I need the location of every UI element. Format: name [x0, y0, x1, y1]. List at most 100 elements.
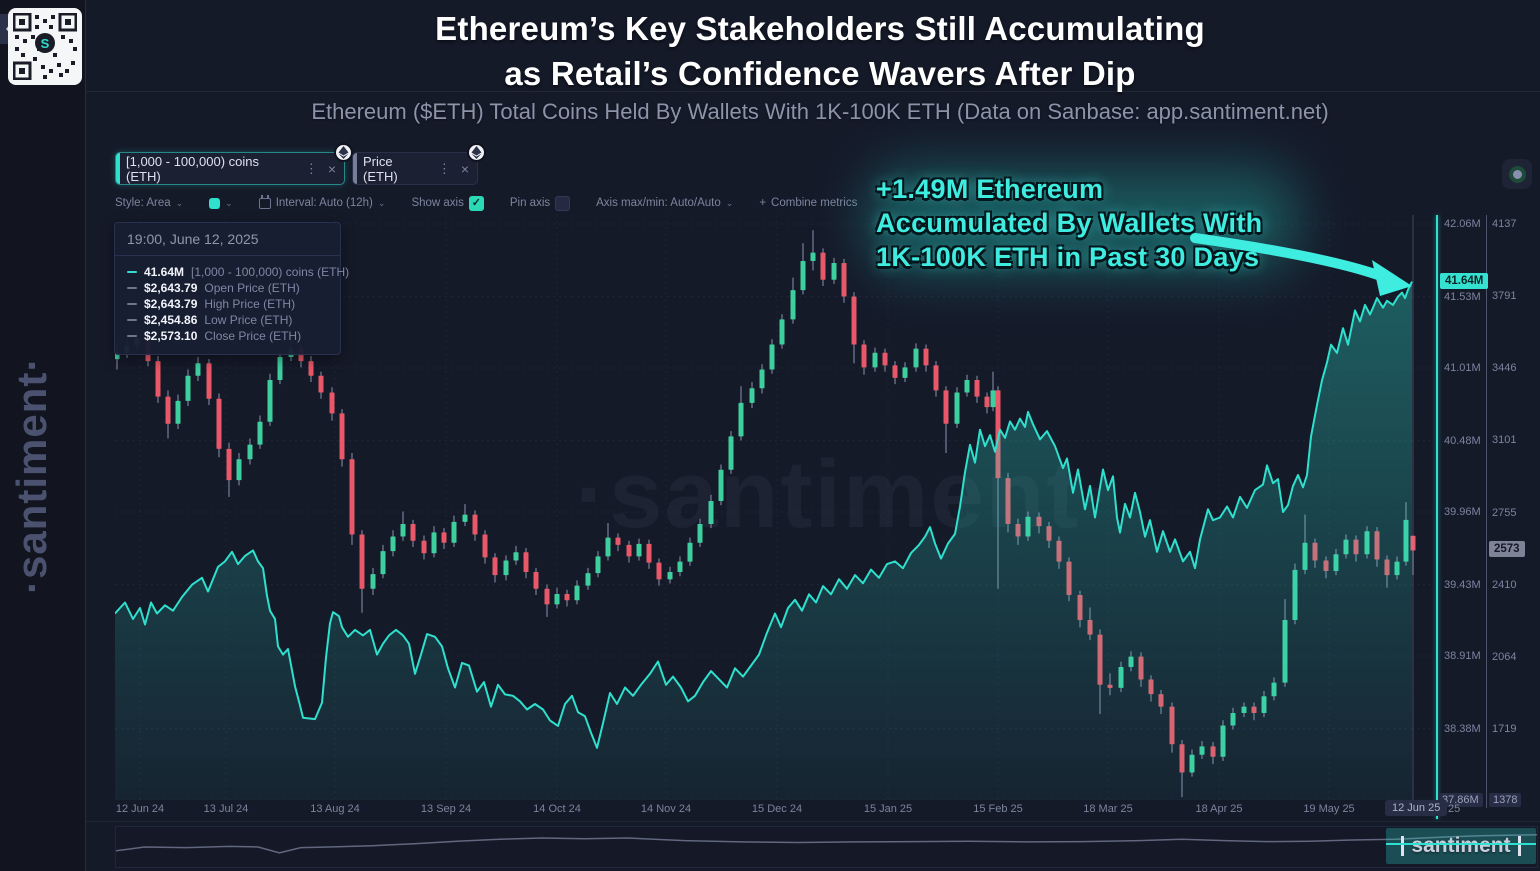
x-axis-tick-label: 12 Jun 24	[115, 803, 165, 815]
candle-body	[872, 352, 878, 368]
candle-body	[441, 532, 447, 543]
x-axis: 12 Jun 24 13 Jul 24 13 Aug 24 13 Sep 24 14 O…	[115, 800, 1460, 819]
axis-tick-label: 2755	[1492, 506, 1517, 519]
x-axis-partial-label: 25	[1448, 803, 1461, 815]
axis-tick-label: 3446	[1492, 362, 1517, 375]
navigator-highlight-line	[1386, 843, 1536, 845]
axis-tick-label: 41.53M	[1444, 290, 1481, 303]
plus-icon: +	[759, 197, 767, 209]
annotation-line: 1K-100K ETH in Past 30 Days	[876, 242, 1260, 272]
tooltip-timestamp: 19:00, June 12, 2025	[115, 223, 340, 256]
tab-accent-bar	[116, 153, 120, 184]
chart-tooltip: 19:00, June 12, 2025 41.64M [1,000 - 100,…	[114, 222, 349, 355]
combine-metrics-button[interactable]: + Combine metrics	[759, 197, 857, 209]
tooltip-value: $2,573.10	[144, 329, 198, 343]
candle-body	[861, 344, 867, 368]
header-divider	[86, 91, 1540, 92]
candle-body	[595, 556, 601, 574]
santiment-vertical-watermark: ·santiment·	[8, 356, 55, 594]
x-axis-tick-label: 15 Feb 25	[973, 803, 1023, 815]
pin-axis-toggle[interactable]: Pin axis	[510, 195, 571, 211]
tab-options-kebab-icon[interactable]: ⋮	[304, 160, 318, 176]
candle-body	[410, 524, 416, 541]
pin-axis-checkbox[interactable]	[555, 195, 571, 211]
axis-tick-label: 1719	[1492, 722, 1517, 735]
timeline-navigator[interactable]	[115, 826, 1538, 868]
price-axis-line	[1486, 215, 1487, 808]
show-axis-label: Show axis	[411, 197, 464, 209]
candle-body	[923, 348, 929, 366]
x-axis-tick-label: 14 Oct 24	[533, 803, 581, 815]
tooltip-label: High Price (ETH)	[204, 297, 296, 311]
coins-axis-line	[1436, 215, 1438, 819]
candle-body	[708, 501, 714, 525]
chevron-down-icon: ⌄	[377, 197, 386, 208]
annotation-callout: +1.49M Ethereum Accumulated By Wallets W…	[876, 172, 1262, 274]
style-dropdown-label: Style: Area	[115, 197, 171, 209]
x-axis-date-badge: 12 Jun 25	[1385, 800, 1448, 816]
tooltip-label: Open Price (ETH)	[204, 281, 300, 295]
candle-body	[841, 263, 847, 297]
tooltip-value: 41.64M	[144, 265, 185, 279]
style-dropdown[interactable]: Style: Area ⌄	[115, 197, 183, 209]
tab-options-kebab-icon[interactable]: ⋮	[437, 160, 451, 176]
page-title-line1: Ethereum’s Key Stakeholders Still Accumu…	[435, 10, 1205, 47]
axis-maxmin-dropdown[interactable]: Axis max/min: Auto/Auto ⌄	[596, 197, 733, 209]
series-dash-icon	[127, 318, 137, 322]
santiment-logo-badge: santiment	[1386, 828, 1536, 864]
candle-body	[247, 444, 253, 460]
candle-body	[574, 585, 580, 601]
annotation-arrow-icon	[1190, 233, 1412, 296]
screen-record-button[interactable]	[1502, 159, 1532, 189]
candle-body	[165, 396, 171, 424]
coins-current-value-badge: 41.64M	[1440, 273, 1489, 289]
annotation-line: Accumulated By Wallets With	[876, 208, 1263, 238]
candle-body	[882, 352, 888, 366]
candle-body	[380, 551, 386, 575]
svg-text:S: S	[41, 36, 50, 51]
candle-body	[277, 356, 283, 380]
candle-body	[236, 459, 242, 481]
candle-body	[943, 390, 949, 424]
axis-tick-label: 38.38M	[1444, 722, 1481, 735]
x-axis-tick-label: 14 Nov 24	[640, 803, 692, 815]
qr-code-image: S	[12, 12, 78, 81]
metric-tab-price[interactable]: Price (ETH) ⋮ ×	[352, 143, 486, 185]
x-axis-tick-label: 18 Apr 25	[1195, 803, 1243, 815]
candle-body	[902, 367, 908, 378]
candle-body	[554, 593, 560, 605]
candle-body	[759, 369, 765, 389]
candle-body	[482, 534, 488, 558]
metric-tab-label: Price (ETH)	[363, 153, 398, 184]
annotation-glow	[868, 168, 1298, 273]
candle-body	[308, 361, 314, 376]
x-axis-tick-label: 19 May 25	[1303, 803, 1355, 815]
candle-body	[513, 552, 519, 561]
candle-body	[892, 365, 898, 378]
axis-tick-label: 40.48M	[1444, 434, 1481, 447]
candle-body	[216, 398, 222, 449]
candle-body	[226, 448, 232, 481]
candle-body	[990, 390, 996, 408]
show-axis-checkbox[interactable]: ✓	[468, 195, 484, 211]
interval-dropdown-label: Interval: Auto (12h)	[275, 197, 373, 209]
candle-body	[390, 536, 396, 552]
metric-tab-coins-held[interactable]: [1,000 - 100,000) coins (ETH) ⋮ ×	[115, 143, 353, 185]
candle-body	[533, 572, 539, 589]
color-picker-dropdown[interactable]: ⌄	[209, 197, 233, 209]
tab-close-icon[interactable]: ×	[327, 160, 336, 177]
axis-tick-label: 39.43M	[1444, 578, 1481, 591]
show-axis-toggle[interactable]: Show axis ✓	[411, 195, 484, 211]
candle-body	[954, 392, 960, 424]
chevron-down-icon: ⌄	[225, 197, 233, 208]
interval-dropdown[interactable]: Interval: Auto (12h) ⌄	[258, 194, 386, 209]
candle-body	[472, 514, 478, 535]
navigator-series-line	[115, 834, 1538, 854]
combine-metrics-label: Combine metrics	[771, 197, 858, 209]
candle-body	[800, 260, 806, 291]
candle-body	[257, 421, 263, 445]
tab-close-icon[interactable]: ×	[460, 160, 469, 177]
metric-color-swatch	[209, 197, 221, 209]
tooltip-row: $2,573.10 Close Price (ETH)	[127, 328, 328, 344]
calendar-icon	[258, 194, 271, 209]
